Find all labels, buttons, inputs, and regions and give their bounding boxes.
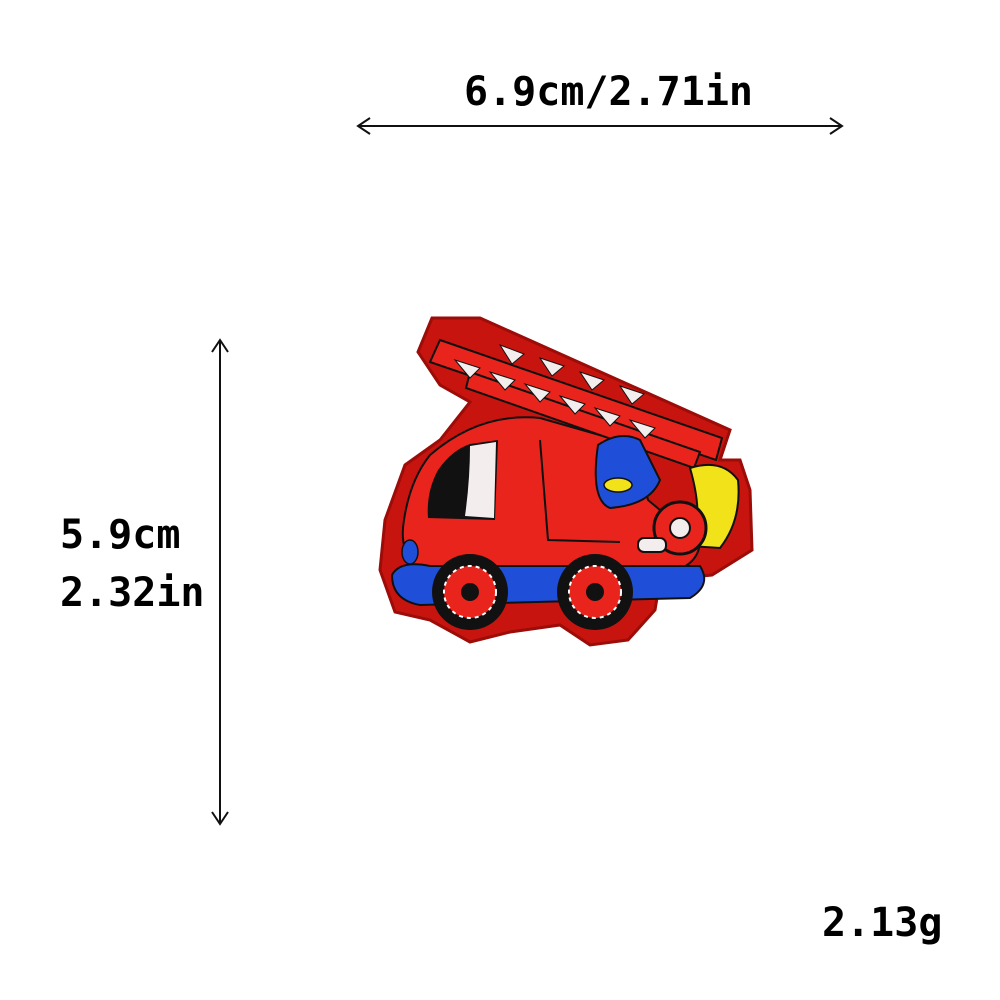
hose-nozzle xyxy=(637,537,667,553)
windshield-glare xyxy=(465,442,496,518)
mount-light xyxy=(603,477,633,493)
rear-wheel xyxy=(557,554,633,630)
headlight xyxy=(401,539,419,565)
height-arrow xyxy=(211,338,229,826)
height-label-in: 2.32in xyxy=(60,570,205,616)
width-label: 6.9cm/2.71in xyxy=(464,69,753,115)
width-arrow xyxy=(356,117,844,135)
fire-truck-patch xyxy=(378,316,754,647)
front-wheel xyxy=(432,554,508,630)
door-line xyxy=(539,439,621,543)
weight-label: 2.13g xyxy=(822,900,943,946)
height-label-cm: 5.9cm xyxy=(60,512,181,558)
